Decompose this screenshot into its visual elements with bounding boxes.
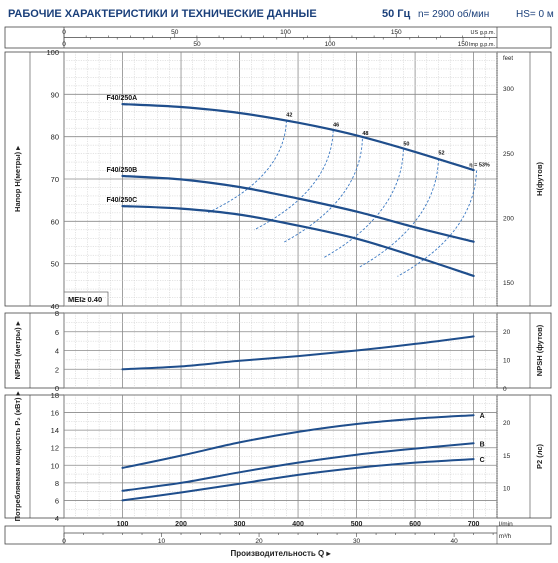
lpm-tick-label: 700 bbox=[468, 521, 480, 528]
power-right-tick-label: 15 bbox=[503, 453, 511, 460]
efficiency-line bbox=[324, 149, 404, 258]
us-gpm-tick-label: 0 bbox=[62, 29, 66, 36]
power-ytick-label: 12 bbox=[51, 444, 59, 453]
npsh-ylabel: NPSH (метры) ▸ bbox=[13, 320, 22, 379]
power-ytick-label: 10 bbox=[51, 461, 59, 470]
m3h-unit: m³/h bbox=[499, 534, 511, 540]
power-ytick-label: 6 bbox=[55, 496, 59, 505]
frequency-label: 50 Гц bbox=[382, 8, 411, 20]
npsh-right-axis-label: NPSH (футов) bbox=[535, 324, 544, 376]
us-gpm-unit: US g.p.m. bbox=[471, 30, 496, 36]
efficiency-label: 48 bbox=[362, 131, 368, 137]
head-right-unit: feet bbox=[503, 56, 513, 62]
npsh-ytick-label: 0 bbox=[55, 384, 59, 393]
imp-gpm-tick-label: 50 bbox=[193, 41, 201, 48]
head-curve bbox=[121, 174, 475, 243]
imp-gpm-unit: Imp g.p.m. bbox=[469, 42, 495, 48]
head-curve-label: F40/250C bbox=[107, 197, 138, 204]
efficiency-label: 42 bbox=[286, 113, 292, 119]
power-curve-label: C bbox=[480, 457, 485, 464]
efficiency-label: η = 53% bbox=[469, 163, 490, 169]
imp-gpm-tick-label: 100 bbox=[325, 41, 336, 48]
power-curve-label: B bbox=[480, 441, 485, 448]
power-ytick-label: 8 bbox=[55, 479, 59, 488]
chart-header: РАБОЧИЕ ХАРАКТЕРИСТИКИ И ТЕХНИЧЕСКИЕ ДАН… bbox=[8, 8, 554, 20]
m3h-tick-label: 40 bbox=[450, 538, 458, 545]
npsh-right-tick-label: 10 bbox=[503, 357, 511, 364]
head-ytick-label: 90 bbox=[51, 90, 59, 99]
head-right-tick-label: 250 bbox=[503, 151, 514, 158]
power-ytick-label: 4 bbox=[55, 514, 59, 523]
m3h-tick-label: 30 bbox=[353, 538, 361, 545]
imp-gpm-tick-label: 0 bbox=[62, 41, 66, 48]
power-ytick-label: 14 bbox=[51, 426, 59, 435]
power-ytick-label: 16 bbox=[51, 409, 59, 418]
efficiency-line bbox=[397, 170, 477, 277]
chart-title: РАБОЧИЕ ХАРАКТЕРИСТИКИ И ТЕХНИЧЕСКИЕ ДАН… bbox=[8, 8, 317, 20]
npsh-right-tick-label: 20 bbox=[503, 329, 511, 336]
lpm-tick-label: 400 bbox=[292, 521, 304, 528]
head-curve bbox=[121, 103, 475, 172]
efficiency-line bbox=[359, 158, 439, 268]
bottom-axis-frame bbox=[4, 525, 552, 545]
lpm-tick-label: 100 bbox=[117, 521, 129, 528]
efficiency-line bbox=[207, 120, 287, 214]
imp-gpm-tick-label: 150 bbox=[458, 41, 469, 48]
head-curve-label: F40/250B bbox=[107, 167, 138, 174]
head-right-tick-label: 200 bbox=[503, 215, 514, 222]
head-ytick-label: 100 bbox=[46, 48, 59, 57]
efficiency-label: 52 bbox=[438, 151, 444, 157]
head-ylabel: Напор H(метры) ▸ bbox=[13, 145, 22, 212]
mei-note: MEI≥ 0.40 bbox=[68, 295, 102, 304]
us-gpm-tick-label: 100 bbox=[280, 29, 291, 36]
us-gpm-tick-label: 50 bbox=[171, 29, 179, 36]
power-curve bbox=[121, 458, 475, 502]
lpm-unit: l/min bbox=[499, 521, 513, 528]
m3h-tick-label: 10 bbox=[158, 538, 166, 545]
power-right-tick-label: 10 bbox=[503, 486, 511, 493]
lpm-tick-label: 600 bbox=[409, 521, 421, 528]
npsh-right-tick-label: 0 bbox=[503, 386, 507, 393]
head-right-tick-label: 300 bbox=[503, 86, 514, 93]
x-axis-label: Производительность Q ▸ bbox=[231, 549, 332, 558]
power-right-tick-label: 20 bbox=[503, 420, 511, 427]
efficiency-line bbox=[283, 138, 363, 243]
npsh-ytick-label: 8 bbox=[55, 309, 59, 318]
lpm-tick-label: 200 bbox=[175, 521, 187, 528]
head-ytick-label: 80 bbox=[51, 133, 59, 142]
efficiency-label: 50 bbox=[403, 141, 409, 147]
npsh-curve bbox=[121, 335, 475, 371]
lpm-tick-label: 500 bbox=[351, 521, 363, 528]
head-ytick-label: 70 bbox=[51, 175, 59, 184]
power-curve-label: A bbox=[480, 413, 485, 420]
power-curve bbox=[121, 442, 475, 492]
efficiency-line bbox=[253, 130, 334, 231]
speed-label: n= 2900 об/мин bbox=[418, 8, 489, 20]
head-ytick-label: 50 bbox=[51, 260, 59, 269]
npsh-ytick-label: 4 bbox=[55, 347, 59, 356]
us-gpm-tick-label: 150 bbox=[391, 29, 402, 36]
power-right-axis-label: P2 (лс) bbox=[535, 443, 544, 469]
head-ytick-label: 60 bbox=[51, 217, 59, 226]
lpm-tick-label: 300 bbox=[234, 521, 246, 528]
efficiency-label: 46 bbox=[333, 122, 339, 128]
npsh-ytick-label: 6 bbox=[55, 328, 59, 337]
hs-label: HS= 0 м bbox=[516, 9, 554, 20]
npsh-ytick-label: 2 bbox=[55, 365, 59, 374]
power-ylabel: Потребляемая мощность P₂ (кВт) ▸ bbox=[13, 390, 22, 521]
power-ytick-label: 18 bbox=[51, 391, 59, 400]
top-axis-frame bbox=[4, 26, 552, 49]
power-curve bbox=[121, 414, 475, 469]
head-curve bbox=[121, 205, 475, 277]
m3h-tick-label: 0 bbox=[62, 538, 66, 545]
head-right-axis-label: H(футов) bbox=[535, 162, 544, 196]
head-curve-label: F40/250A bbox=[107, 95, 138, 102]
m3h-tick-label: 20 bbox=[255, 538, 263, 545]
head-ytick-label: 40 bbox=[51, 302, 59, 311]
head-right-tick-label: 150 bbox=[503, 280, 514, 287]
